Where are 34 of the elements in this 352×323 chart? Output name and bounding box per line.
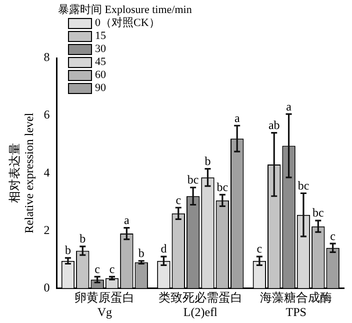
y-tick-label: 0 <box>44 280 50 294</box>
x-tick-label: 海藻糖合成酶 TPS <box>260 290 332 319</box>
data-label: c <box>109 262 115 276</box>
legend-title: 暴露时间 Explosure time/min <box>58 4 192 17</box>
legend-label: 30 <box>95 43 106 56</box>
x-tick-label: 类致死必需蛋白 L(2)efl <box>158 290 242 319</box>
data-label: b <box>64 243 71 258</box>
data-label: c <box>330 228 336 243</box>
y-tick-label: 8 <box>44 50 50 64</box>
data-label: c <box>256 242 262 256</box>
legend-label: 15 <box>95 30 106 43</box>
data-label: a <box>286 99 292 114</box>
legend-label: 90 <box>95 82 106 95</box>
data-label: a <box>234 110 240 125</box>
y-tick-label: 4 <box>44 165 50 180</box>
data-label: bc <box>187 172 199 187</box>
data-label: d <box>160 242 167 256</box>
data-label: a <box>124 212 130 227</box>
x-tick-label: 卵黄原蛋白 Vg <box>74 290 135 319</box>
data-label: bc <box>298 178 310 192</box>
data-label: c <box>176 192 182 207</box>
data-label: ab <box>268 118 280 132</box>
data-label: c <box>94 262 100 276</box>
legend-label: 0（对照CK） <box>95 17 160 30</box>
data-label: b <box>204 154 211 168</box>
data-label: b <box>138 246 144 260</box>
data-label: bc <box>312 206 324 220</box>
data-label: b <box>80 232 86 246</box>
legend-label: 60 <box>95 69 106 82</box>
y-axis-title: 相对表达量 Relative expression level <box>7 112 36 234</box>
y-tick-label: 6 <box>44 108 50 122</box>
y-tick-label: 2 <box>44 222 50 237</box>
legend-label: 45 <box>95 56 106 69</box>
data-label: bc <box>216 180 228 194</box>
